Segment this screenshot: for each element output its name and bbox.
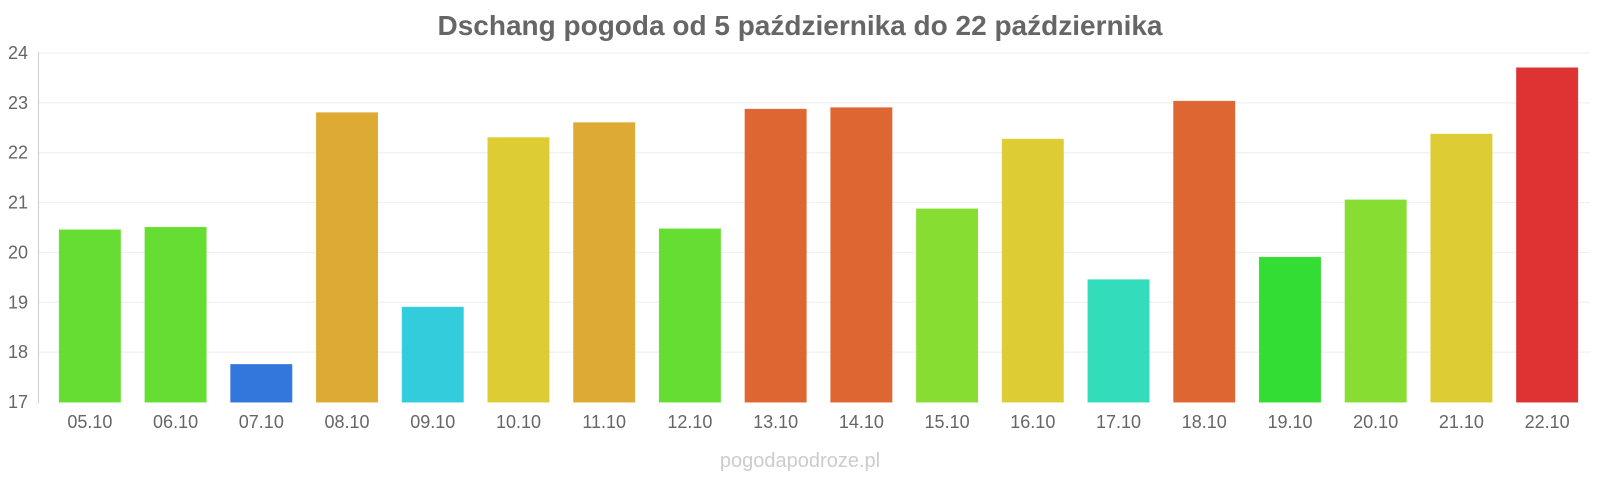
x-tick-label: 15.10: [925, 412, 970, 432]
bar-14.10[interactable]: [830, 107, 893, 403]
bar-07.10[interactable]: [230, 364, 293, 403]
bar-11.10[interactable]: [573, 122, 636, 403]
x-tick-label: 22.10: [1525, 412, 1570, 432]
y-tick-label: 24: [8, 43, 28, 63]
bar-20.10[interactable]: [1344, 199, 1407, 403]
gridlines: [38, 52, 1590, 353]
bars: [58, 67, 1579, 403]
y-tick-label: 17: [8, 392, 28, 412]
bar-06.10[interactable]: [144, 227, 207, 403]
y-tick-label: 21: [8, 193, 28, 213]
y-tick-label: 19: [8, 292, 28, 312]
bar-09.10[interactable]: [401, 306, 464, 403]
y-tick-label: 20: [8, 242, 28, 262]
x-tick-label: 05.10: [67, 412, 112, 432]
x-tick-label: 08.10: [325, 412, 370, 432]
x-tick-label: 10.10: [496, 412, 541, 432]
bar-13.10[interactable]: [744, 108, 807, 403]
bar-10.10[interactable]: [487, 137, 550, 403]
bar-21.10[interactable]: [1430, 133, 1493, 403]
bar-15.10[interactable]: [916, 208, 979, 403]
x-tick-label: 18.10: [1182, 412, 1227, 432]
x-tick-label: 21.10: [1439, 412, 1484, 432]
bar-05.10[interactable]: [58, 229, 121, 403]
x-tick-labels: 05.10 06.10 07.10 08.10 09.10 10.10 11.10 12.10…: [67, 412, 1569, 432]
y-tick-label: 22: [8, 143, 28, 163]
x-tick-label: 19.10: [1267, 412, 1312, 432]
x-tick-label: 17.10: [1096, 412, 1141, 432]
bar-16.10[interactable]: [1001, 138, 1064, 403]
x-tick-label: 06.10: [153, 412, 198, 432]
bar-17.10[interactable]: [1087, 279, 1150, 403]
y-tick-label: 23: [8, 93, 28, 113]
bar-19.10[interactable]: [1258, 256, 1321, 403]
x-tick-label: 13.10: [753, 412, 798, 432]
chart-title: Dschang pogoda od 5 października do 22 p…: [437, 10, 1163, 41]
x-tick-label: 20.10: [1353, 412, 1398, 432]
x-tick-label: 09.10: [410, 412, 455, 432]
x-tick-label: 07.10: [239, 412, 284, 432]
bar-18.10[interactable]: [1173, 100, 1236, 403]
bar-08.10[interactable]: [316, 112, 379, 403]
bar-12.10[interactable]: [658, 228, 721, 403]
y-tick-label: 18: [8, 342, 28, 362]
y-tick-labels: 17 18 19 20 21 22 23 24: [8, 43, 28, 412]
bar-22.10[interactable]: [1516, 67, 1579, 403]
x-tick-label: 14.10: [839, 412, 884, 432]
watermark: pogodapodroze.pl: [719, 450, 881, 472]
x-tick-label: 11.10: [582, 412, 626, 432]
x-tick-label: 16.10: [1010, 412, 1055, 432]
x-tick-label: 12.10: [667, 412, 712, 432]
